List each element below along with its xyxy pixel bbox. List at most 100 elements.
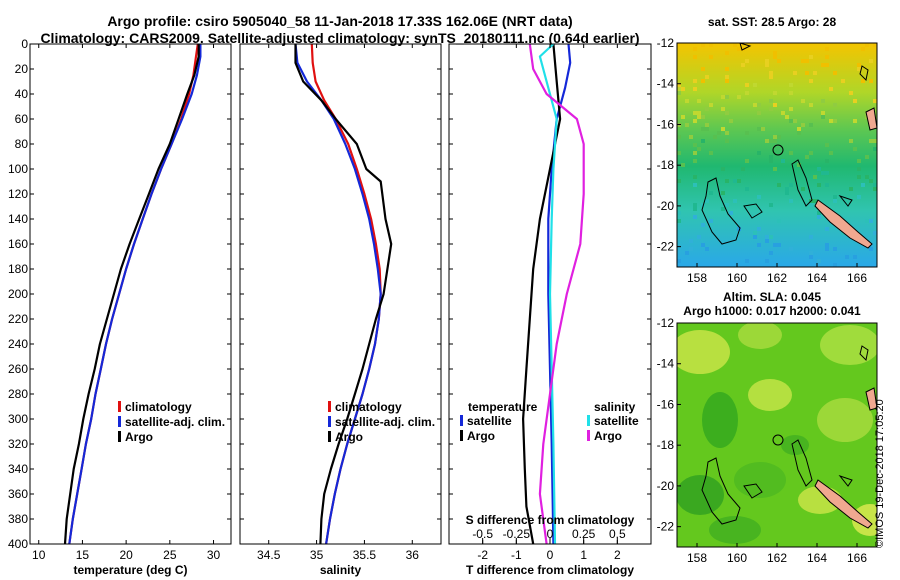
sdiff-tick-label: 0	[547, 527, 554, 541]
sst-map	[677, 43, 877, 267]
temperature-xtick-label: 25	[163, 548, 177, 562]
temperature-line-satellite-adj-clim-	[68, 44, 202, 544]
sla-coastlines	[701, 345, 877, 529]
difference-line-t-argo	[522, 44, 562, 544]
depth-tick-label: 100	[8, 162, 28, 176]
depth-tick-label: 40	[15, 87, 29, 101]
legend-item: satellite-adj. clim.	[335, 415, 435, 429]
depth-tick-label: 320	[8, 437, 28, 451]
depth-tick-label: 80	[15, 137, 29, 151]
legend-swatch	[328, 431, 331, 442]
difference-series	[522, 44, 585, 544]
salinity-xtick-label: 35.5	[353, 548, 377, 562]
map-xtick-label: 160	[727, 551, 747, 565]
temperature-xtick-label: 30	[207, 548, 221, 562]
legend-item: Argo	[594, 429, 622, 443]
depth-tick-label: 160	[8, 237, 28, 251]
salinity-xtick-label: 34.5	[257, 548, 281, 562]
depth-tick-label: 140	[8, 212, 28, 226]
legend-item: Argo	[335, 430, 363, 444]
legend-swatch	[460, 415, 463, 426]
salinity-series	[294, 44, 393, 544]
temperature-xtick-label: 10	[32, 548, 46, 562]
map-ytick-label: -14	[657, 77, 675, 91]
map-ytick-label: -18	[657, 438, 675, 452]
salinity-line-climatology	[310, 44, 382, 544]
depth-tick-label: 240	[8, 337, 28, 351]
salinity-xtick-label: 35	[310, 548, 324, 562]
temperature-xtick-label: 15	[76, 548, 90, 562]
sla-map-subtitle: Argo h1000: 0.017 h2000: 0.041	[683, 304, 861, 318]
sdiff-axis-label: S difference from climatology	[466, 513, 635, 527]
sdiff-tick-label: -0.5	[472, 527, 493, 541]
legend-swatch	[328, 401, 331, 412]
map-xtick-label: 166	[847, 271, 867, 285]
salinity-line-satellite-adj-clim-	[294, 44, 382, 544]
difference-line-s-satellite	[538, 44, 558, 544]
sdiff-tick-label: 0.5	[609, 527, 626, 541]
difference-xtick-label: -1	[511, 548, 522, 562]
legend-swatch	[587, 430, 590, 441]
profile-panel-difference: -2 -1 0 1 2T difference from climatology -0.5…	[448, 43, 652, 577]
salinity-xtick-label: 36	[406, 548, 420, 562]
map-ytick-label: -18	[657, 158, 675, 172]
difference-xlabel: T difference from climatology	[466, 563, 634, 577]
map-ytick-label: -22	[657, 520, 675, 534]
figure-title-line1: Argo profile: csiro 5905040_58 11-Jan-20…	[107, 13, 573, 29]
depth-tick-label: 300	[8, 412, 28, 426]
difference-xtick-label: 2	[614, 548, 621, 562]
depth-tick-label: 360	[8, 487, 28, 501]
map-xtick-label: 158	[687, 271, 707, 285]
map-ytick-label: -20	[657, 479, 675, 493]
legend-item: climatology	[125, 400, 192, 414]
map-xtick-label: 164	[807, 551, 827, 565]
depth-tick-label: 200	[8, 287, 28, 301]
map-xtick-label: 160	[727, 271, 747, 285]
temperature-line-argo	[63, 44, 200, 544]
depth-tick-label: 20	[15, 62, 29, 76]
profile-panel-salinity: 34.5 35 35.5 36 salinity climatologysatellite…	[239, 43, 442, 577]
map-ytick-label: -12	[657, 316, 675, 330]
legend-swatch	[118, 431, 121, 442]
profile-panel-temperature: 0 20 40 60 80 100 120 140 160 180 200 220 240 260 280 3…	[8, 37, 232, 577]
map-xtick-label: 166	[847, 551, 867, 565]
sdiff-tick-label: 0.25	[572, 527, 596, 541]
map-ytick-label: -22	[657, 240, 675, 254]
depth-tick-label: 220	[8, 312, 28, 326]
sdiff-tick-label: -0.25	[503, 527, 531, 541]
map-xtick-label: 158	[687, 551, 707, 565]
map-xtick-label: 164	[807, 271, 827, 285]
difference-line-t-satellite	[547, 44, 572, 544]
sla-map-title: Altim. SLA: 0.045	[723, 290, 821, 304]
difference-xtick-label: 0	[547, 548, 554, 562]
figure-title-line2: Climatology: CARS2009. Satellite-adjuste…	[40, 30, 640, 46]
legend-item: Argo	[125, 430, 153, 444]
sla-map-axes: 158 160 162 164 166 -12 -14 -16 -18 -20 -22	[657, 316, 878, 565]
depth-tick-label: 380	[8, 512, 28, 526]
legend-item: climatology	[335, 400, 402, 414]
map-xtick-label: 162	[767, 551, 787, 565]
temperature-axes-frame	[29, 43, 232, 545]
depth-tick-label: 0	[21, 37, 28, 51]
depth-tick-label: 280	[8, 387, 28, 401]
temperature-series	[63, 44, 202, 544]
difference-xtick-label: -2	[477, 548, 488, 562]
map-xtick-label: 162	[767, 271, 787, 285]
legend-item: satellite-adj. clim.	[125, 415, 225, 429]
depth-tick-label: 400	[8, 537, 28, 551]
legend-item: satellite	[594, 414, 639, 428]
depth-tick-label: 120	[8, 187, 28, 201]
sst-map-axes: 158 160 162 164 166 -12 -14 -16 -18 -20 -22	[657, 36, 878, 285]
legend-swatch	[328, 416, 331, 427]
legend-header-temperature: temperature	[468, 400, 538, 414]
temperature-xtick-label: 20	[119, 548, 133, 562]
map-ytick-label: -16	[657, 117, 675, 131]
salinity-line-argo	[294, 44, 393, 544]
difference-xtick-label: 1	[580, 548, 587, 562]
difference-line-s-argo	[528, 44, 585, 544]
depth-tick-label: 60	[15, 112, 29, 126]
temperature-xlabel: temperature (deg C)	[73, 563, 187, 577]
depth-tick-label: 260	[8, 362, 28, 376]
legend-item: satellite	[467, 414, 512, 428]
